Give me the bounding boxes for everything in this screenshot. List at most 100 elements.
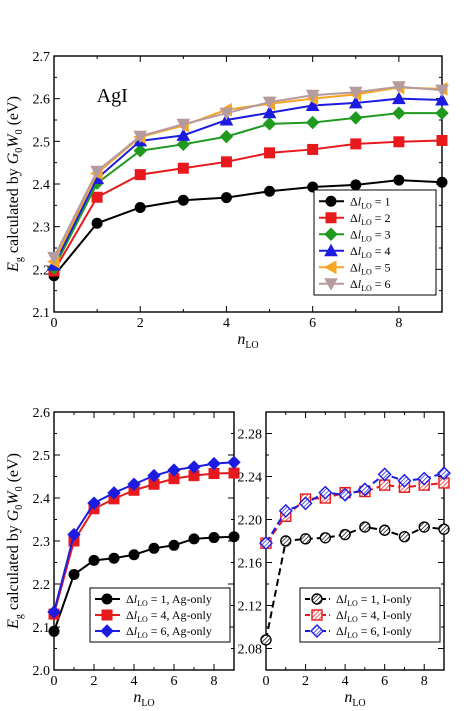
data-point [134,201,146,213]
data-point [418,521,430,533]
y-tick-label: 2.20 [238,514,263,529]
series-line [53,97,443,266]
legend-entry: ΔlLO = 1, I-only [305,592,412,608]
legend-marker [323,260,337,275]
x-tick-label: 8 [211,674,218,689]
data-point [133,144,147,158]
y-tick-label: 2.3 [33,221,51,236]
data-point [67,527,81,542]
x-axis-label: nLO [344,689,365,709]
data-point [176,137,191,152]
data-point [349,111,363,125]
data-point [357,482,372,497]
legend-marker [325,195,337,207]
legend-label: ΔlLO = 1, Ag-only [126,592,212,608]
data-point [262,117,277,131]
data-point [350,179,362,191]
data-point [359,521,371,533]
x-tick-label: 4 [223,316,230,331]
data-point [436,134,448,146]
data-point [219,129,234,144]
legend-entry: ΔlLO = 6, I-only [305,624,412,640]
data-point [278,503,293,518]
x-tick-label: 0 [51,674,58,689]
x-axis-label: nLO [237,331,258,351]
data-point [397,473,412,488]
data-point [177,162,189,174]
data-point [176,128,191,141]
legend-label: ΔlLO = 1 [350,194,391,210]
y-tick-label: 2.3 [33,535,51,550]
data-point [350,138,362,150]
x-tick-label: 4 [131,674,138,689]
legend-label: ΔlLO = 6 [350,277,391,293]
y-tick-label: 2.0 [33,664,51,679]
data-point [377,467,392,482]
data-point [48,625,60,637]
data-point [68,569,80,581]
legend-entry: ΔlLO = 3 [319,227,391,243]
data-point [167,463,181,477]
data-point [207,456,221,471]
data-point [208,532,220,544]
y-axis-label: Eg calculated by G0W0 (eV) [5,453,25,630]
legend-entry: ΔlLO = 1, Ag-only [95,592,212,608]
y-axis-label: Eg calculated by G0W0 (eV) [5,96,25,273]
y-tick-label: 2.2 [33,263,51,278]
data-point [90,165,104,179]
x-tick-label: 6 [171,674,178,689]
series-line [265,472,445,544]
data-point [280,535,292,547]
i-only-panel: 0 2 4 6 8 2.08 2.12 2.16 2.20 2.24 2.28 nLO ΔlLO = 1… [238,411,451,709]
y-tick-label: 2.7 [33,50,51,65]
y-tick-label: 2.12 [238,600,263,615]
data-point [318,485,333,500]
y-tick-label: 2.4 [33,492,51,507]
data-point [436,176,448,188]
x-axis-label: nLO [133,689,154,709]
data-point [378,479,391,491]
data-point [299,533,312,545]
x-tick-label: 4 [342,674,349,689]
legend-label: ΔlLO = 1, I-only [336,592,412,608]
series-3 [47,455,241,619]
x-tick-label: 0 [51,316,58,331]
data-point [437,466,451,481]
y-tick-label: 2.1 [33,621,51,636]
data-point [127,477,141,491]
legend-box [313,189,437,296]
legend-marker [325,212,337,224]
data-point [262,105,277,119]
legend-label: ΔlLO = 4, Ag-only [126,608,212,624]
data-point [393,136,405,148]
legend-entry: ΔlLO = 4 [319,243,391,260]
data-point [438,523,450,535]
y-tick-label: 2.5 [33,449,51,464]
data-point [88,554,100,566]
series-line [265,525,445,641]
data-point [339,528,351,541]
y-tick-label: 2.6 [33,93,51,108]
legend-marker [311,593,323,605]
legend-label: ΔlLO = 2 [350,211,391,227]
data-point [298,496,313,511]
data-point [435,84,449,98]
data-point [307,181,319,193]
legend-entry: ΔlLO = 1 [319,194,391,210]
data-point [219,107,234,121]
data-point [107,486,121,500]
data-point [128,549,140,561]
data-point [91,217,103,229]
data-point [176,118,191,132]
data-point [168,539,180,551]
data-point [435,92,449,106]
x-tick-label: 2 [302,674,309,689]
data-point [177,194,189,206]
data-point [348,95,363,109]
data-point [305,115,320,130]
data-point [260,634,272,646]
